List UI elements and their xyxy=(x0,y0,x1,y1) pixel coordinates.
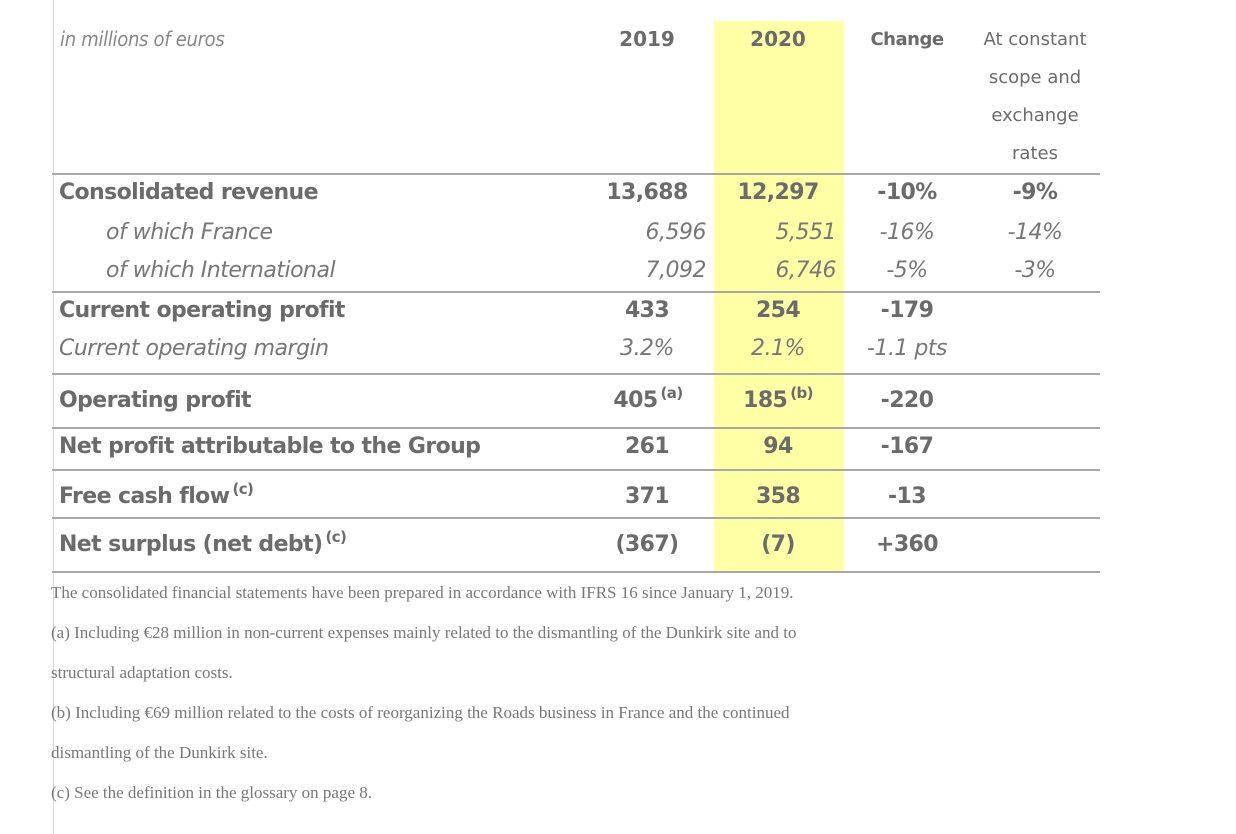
note-a-line1: (a) Including €28 million in non-current… xyxy=(51,623,797,642)
row-label-free-cash-flow: Free cash flow (c) xyxy=(59,482,254,509)
cell-change: -16% xyxy=(879,220,935,245)
column-header-constant-line2: scope and xyxy=(988,67,1082,88)
footnote-ref-b: (b) xyxy=(790,384,813,402)
cell-2019: 3.2% xyxy=(620,336,674,361)
table-bottom-rule xyxy=(52,571,1100,573)
left-margin-line xyxy=(53,0,54,834)
row-label-net-surplus: Net surplus (net debt) (c) xyxy=(59,530,347,557)
column-header-constant-line1: At constant xyxy=(983,29,1087,50)
cell-constant: -3% xyxy=(1014,258,1056,283)
cell-2020: 2.1% xyxy=(751,336,805,361)
cell-change: -13 xyxy=(888,484,927,509)
footnote-ref-c: (c) xyxy=(325,528,347,546)
cell-change: -179 xyxy=(880,298,934,323)
cell-2020-value: 185 xyxy=(743,388,788,413)
note-c: (c) See the definition in the glossary o… xyxy=(51,783,373,802)
footnote-ref-c: (c) xyxy=(232,480,254,498)
column-header-2020: 2020 xyxy=(750,27,806,51)
column-header-2019: 2019 xyxy=(619,27,675,51)
cell-2020: 94 xyxy=(763,434,793,459)
row-label-current-operating-profit: Current operating profit xyxy=(59,298,345,323)
cell-2019-value: 405 xyxy=(613,388,658,413)
rule-after-free-cash-flow xyxy=(52,517,1100,519)
cell-2020: 185 (b) xyxy=(743,386,813,413)
cell-2019: 261 xyxy=(624,434,670,459)
cell-2019: (367) xyxy=(615,532,679,557)
cell-change: -1.1 pts xyxy=(867,336,947,361)
cell-change: +360 xyxy=(876,532,939,557)
cell-constant: -9% xyxy=(1012,180,1058,205)
cell-2019: 371 xyxy=(624,484,670,509)
row-label-consolidated-revenue: Consolidated revenue xyxy=(59,180,319,205)
cell-2019: 7,092 xyxy=(645,258,707,283)
cell-change: -167 xyxy=(880,434,934,459)
rule-after-operating-profit xyxy=(52,427,1100,429)
note-ifrs: The consolidated financial statements ha… xyxy=(51,583,794,602)
unit-label: in millions of euros xyxy=(60,27,225,51)
rule-after-revenue xyxy=(52,291,1100,293)
row-label-net-profit: Net profit attributable to the Group xyxy=(59,434,481,459)
cell-constant: -14% xyxy=(1007,220,1063,245)
cell-2020: (7) xyxy=(761,532,795,557)
net-surplus-label: Net surplus (net debt) xyxy=(59,532,323,557)
row-label-international: of which International xyxy=(106,258,336,283)
cell-2019: 13,688 xyxy=(606,180,688,205)
cell-2019: 6,596 xyxy=(645,220,707,245)
footnote-ref-a: (a) xyxy=(660,384,684,402)
cell-2020: 6,746 xyxy=(775,258,837,283)
row-label-current-operating-margin: Current operating margin xyxy=(59,336,329,361)
cell-2020: 5,551 xyxy=(775,220,837,245)
note-b-line2: dismantling of the Dunkirk site. xyxy=(51,743,268,762)
row-label-france: of which France xyxy=(106,220,273,245)
free-cash-flow-label: Free cash flow xyxy=(59,484,230,509)
cell-change: -10% xyxy=(877,180,937,205)
column-header-constant-line3: exchange xyxy=(991,105,1079,126)
cell-2020: 12,297 xyxy=(737,180,819,205)
cell-change: -5% xyxy=(886,258,928,283)
header-rule xyxy=(52,173,1100,175)
row-label-operating-profit: Operating profit xyxy=(59,388,252,413)
note-b-line1: (b) Including €69 million related to the… xyxy=(51,703,790,722)
cell-change: -220 xyxy=(880,388,934,413)
cell-2019: 433 xyxy=(624,298,670,323)
cell-2020: 254 xyxy=(755,298,801,323)
rule-after-margin xyxy=(52,373,1100,375)
cell-2020: 358 xyxy=(755,484,801,509)
cell-2019: 405 (a) xyxy=(613,386,683,413)
rule-after-net-profit xyxy=(52,469,1100,471)
column-header-change: Change xyxy=(870,29,944,50)
note-a-line2: structural adaptation costs. xyxy=(51,663,233,682)
year-2020-highlight-column xyxy=(714,21,844,571)
column-header-constant-line4: rates xyxy=(1012,143,1058,164)
